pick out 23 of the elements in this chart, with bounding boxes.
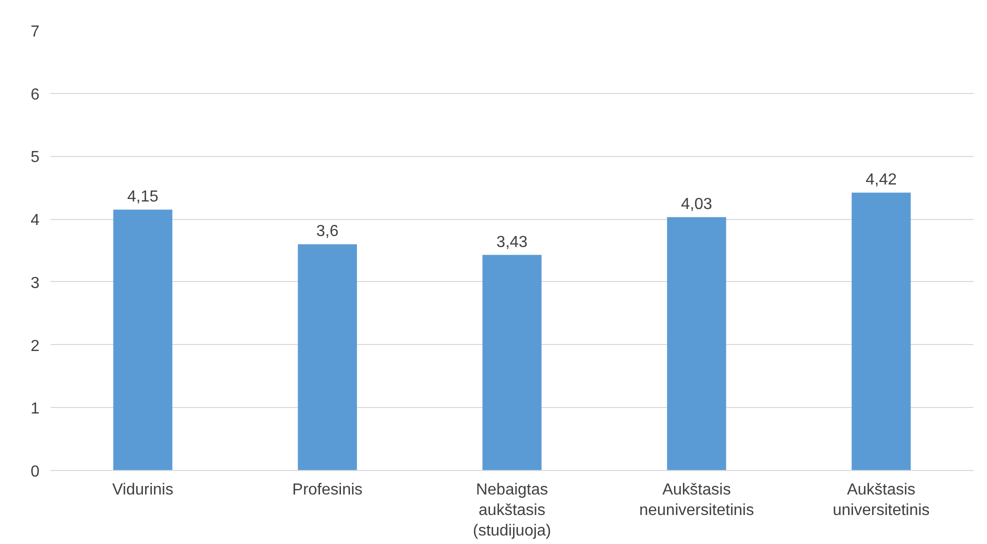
y-tick-label: 2	[30, 338, 40, 355]
y-tick-label: 7	[30, 24, 40, 40]
data-label: 3,43	[496, 234, 528, 251]
x-tick-label: Aukštasis neuniversitetinis	[639, 482, 754, 519]
bar	[482, 254, 542, 470]
x-tick-label: Vidurinis	[112, 482, 174, 498]
bar	[852, 192, 911, 470]
bar	[298, 244, 357, 470]
bar	[667, 217, 726, 470]
x-tick-label: Nebaigtas aukštasis (studijuoja)	[472, 482, 552, 540]
y-tick-label: 6	[30, 86, 40, 104]
y-tick-label: 1	[30, 400, 40, 418]
data-label: 4,15	[127, 188, 158, 206]
y-tick-label: 4	[30, 212, 40, 230]
y-tick-label: 5	[30, 149, 40, 166]
x-tick-label: Aukštasis universitetinis	[832, 482, 930, 519]
data-label: 3,6	[316, 223, 339, 240]
y-tick-label: 0	[30, 464, 40, 480]
data-label: 4,03	[681, 196, 712, 214]
data-label: 4,42	[866, 172, 897, 189]
bar	[113, 210, 172, 470]
x-tick-label: Profesinis	[292, 482, 363, 498]
y-tick-label: 3	[30, 274, 40, 292]
